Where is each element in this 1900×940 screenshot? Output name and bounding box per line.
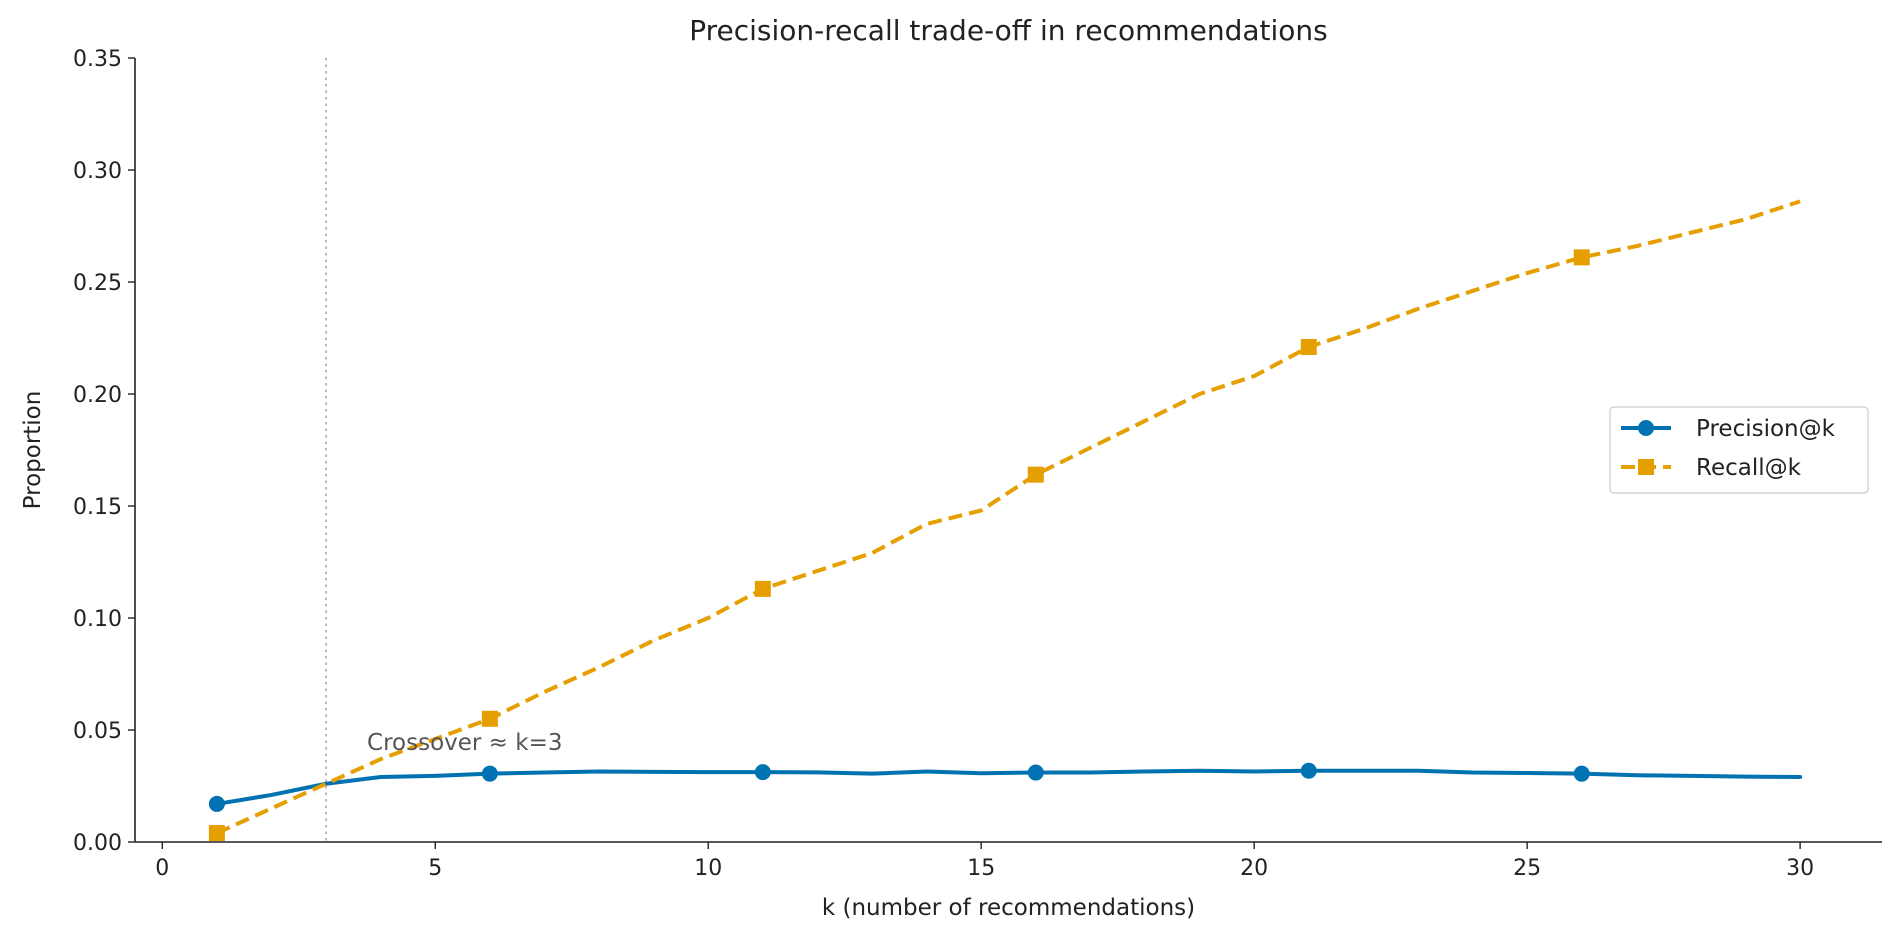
x-tick-label: 20 <box>1240 856 1268 881</box>
precision-point <box>754 764 771 781</box>
y-tick-label: 0.30 <box>73 159 122 184</box>
x-tick-label: 25 <box>1513 856 1541 881</box>
x-tick-label: 30 <box>1786 856 1814 881</box>
recall-point <box>208 825 225 842</box>
series-line-precision <box>214 768 1803 806</box>
series-markers <box>208 249 1590 842</box>
x-tick-label: 0 <box>155 856 169 881</box>
series-line-recall <box>216 199 1801 835</box>
precision-point <box>208 795 225 812</box>
recall-point <box>1300 338 1317 355</box>
x-axis-label: k (number of recommendations) <box>822 895 1195 921</box>
precision-point <box>1300 762 1317 779</box>
x-tick-label: 10 <box>694 856 722 881</box>
y-tick-label: 0.25 <box>73 271 122 296</box>
recall-point <box>1027 466 1044 483</box>
legend-marker <box>1638 420 1654 436</box>
x-axis-ticks: 0 5 10 15 20 25 30 <box>155 842 1814 881</box>
legend: Precision@k Recall@k <box>1609 406 1869 494</box>
crossover-annotation: Crossover ≈ k=3 <box>367 730 562 756</box>
legend-label: Precision@k <box>1696 416 1836 442</box>
x-tick-label: 15 <box>967 856 995 881</box>
precision-point <box>481 765 498 782</box>
precision-point <box>1573 765 1590 782</box>
y-tick-label: 0.35 <box>73 47 122 72</box>
recall-point <box>481 710 498 727</box>
chart-title: Precision-recall trade-off in recommenda… <box>689 14 1328 47</box>
y-tick-label: 0.05 <box>73 719 122 744</box>
recall-point <box>1573 249 1590 266</box>
precision-point <box>1027 764 1044 781</box>
series-lines <box>214 199 1803 835</box>
legend-label: Recall@k <box>1696 455 1802 481</box>
y-tick-label: 0.10 <box>73 607 122 632</box>
y-tick-label: 0.00 <box>73 831 122 856</box>
legend-marker <box>1638 459 1654 475</box>
x-tick-label: 5 <box>428 856 442 881</box>
y-tick-label: 0.15 <box>73 495 122 520</box>
y-axis-ticks: 0.00 0.05 0.10 0.15 0.20 0.25 0.30 0.35 <box>73 47 135 856</box>
legend-box <box>1609 406 1869 494</box>
y-tick-label: 0.20 <box>73 383 122 408</box>
y-axis-label: Proportion <box>20 391 46 510</box>
recall-point <box>754 580 771 597</box>
